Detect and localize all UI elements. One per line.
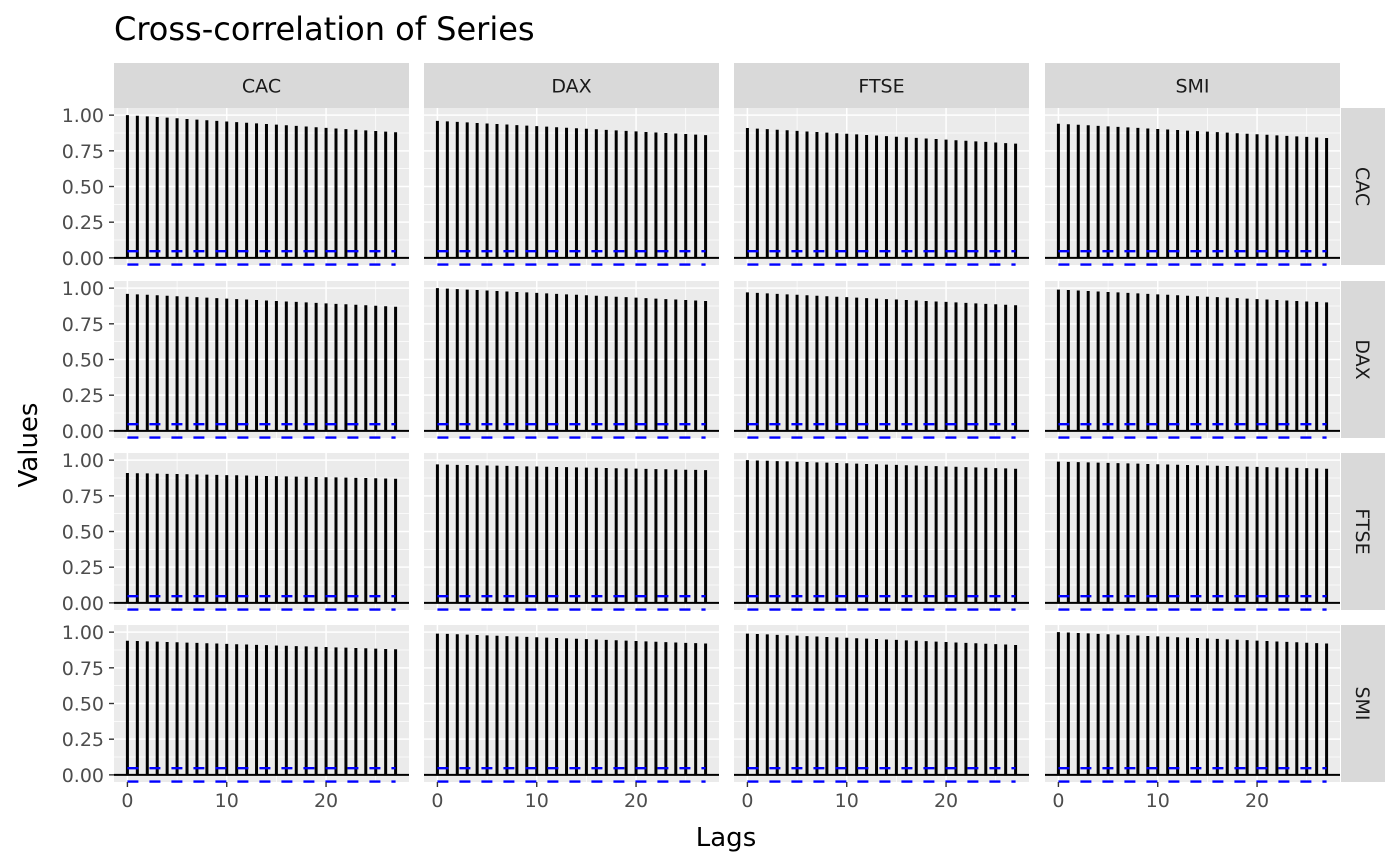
panel-dax-dax <box>424 281 719 439</box>
x-tick-label: 20 <box>934 790 958 812</box>
x-tick-label: 10 <box>525 790 549 812</box>
panel-smi-smi <box>1045 625 1340 783</box>
x-tick-label: 10 <box>215 790 239 812</box>
x-tick-label: 20 <box>314 790 338 812</box>
panel-smi-dax <box>424 625 719 783</box>
row-strip-label: CAC <box>1351 167 1373 206</box>
x-tick-label: 10 <box>1146 790 1170 812</box>
x-tick-label: 10 <box>835 790 859 812</box>
panel-ftse-ftse <box>734 453 1029 611</box>
y-tick-label: 1.00 <box>62 278 104 300</box>
panel-dax-ftse <box>734 281 1029 439</box>
x-axis-title: Lags <box>696 823 756 853</box>
column-strip-label: FTSE <box>858 76 904 98</box>
panel-ftse-smi <box>1045 453 1340 611</box>
y-tick-label: 0.00 <box>62 593 104 615</box>
column-strip <box>114 63 409 108</box>
panel-cac-cac <box>114 108 409 266</box>
chart-title: Cross-correlation of Series <box>114 10 535 48</box>
x-tick-label: 0 <box>741 790 753 812</box>
panel-dax-cac <box>114 281 409 439</box>
column-strip <box>424 63 719 108</box>
y-tick-label: 0.75 <box>62 141 104 163</box>
y-tick-label: 0.50 <box>62 177 104 199</box>
y-tick-label: 0.50 <box>62 694 104 716</box>
y-tick-label: 0.25 <box>62 212 104 234</box>
y-tick-label: 0.50 <box>62 522 104 544</box>
row-strip <box>1341 453 1385 610</box>
row-strip-label: DAX <box>1351 339 1373 379</box>
panel-smi-ftse <box>734 625 1029 783</box>
row-strip <box>1341 108 1385 265</box>
y-tick-label: 0.75 <box>62 658 104 680</box>
column-strip <box>734 63 1029 108</box>
y-tick-label: 1.00 <box>62 105 104 127</box>
x-tick-label: 20 <box>1245 790 1269 812</box>
panel-smi-cac <box>114 625 409 783</box>
y-tick-label: 0.00 <box>62 765 104 787</box>
facet-grid: CAC DAX FTSE SMI CAC DAX FTSE SMI 0.00 0.25 0.50 0.… <box>62 63 1385 812</box>
panel-cac-ftse <box>734 108 1029 266</box>
panel-ftse-dax <box>424 453 719 611</box>
panel-ftse-cac <box>114 453 409 611</box>
y-tick-label: 0.25 <box>62 729 104 751</box>
x-tick-label: 20 <box>624 790 648 812</box>
y-tick-label: 0.00 <box>62 248 104 270</box>
row-strip-label: SMI <box>1351 686 1373 720</box>
column-strip-label: DAX <box>551 76 591 98</box>
y-tick-label: 1.00 <box>62 450 104 472</box>
y-tick-label: 0.25 <box>62 385 104 407</box>
y-tick-label: 0.75 <box>62 314 104 336</box>
panel-dax-smi <box>1045 281 1340 439</box>
y-tick-label: 0.75 <box>62 486 104 508</box>
column-strip-label: SMI <box>1175 76 1209 98</box>
row-strip <box>1341 281 1385 438</box>
panel-cac-smi <box>1045 108 1340 266</box>
panel-cac-dax <box>424 108 719 266</box>
column-strip-label: CAC <box>242 76 281 98</box>
x-tick-label: 0 <box>1052 790 1064 812</box>
row-strip-label: FTSE <box>1351 508 1373 554</box>
y-tick-label: 1.00 <box>62 622 104 644</box>
x-tick-label: 0 <box>431 790 443 812</box>
x-tick-label: 0 <box>121 790 133 812</box>
y-tick-label: 0.00 <box>62 421 104 443</box>
column-strip <box>1045 63 1340 108</box>
row-strip <box>1341 625 1385 782</box>
y-tick-label: 0.25 <box>62 557 104 579</box>
y-tick-label: 0.50 <box>62 350 104 372</box>
y-axis-title: Values <box>14 403 44 488</box>
